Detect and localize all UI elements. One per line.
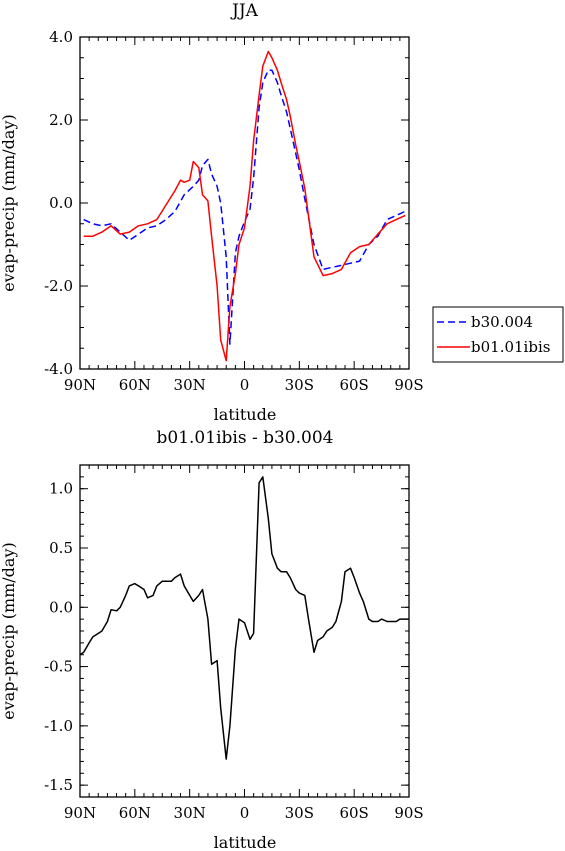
y-tick-label: -1.0 (44, 717, 73, 735)
top-chart-ylabel: evap-precip (mm/day) (0, 114, 18, 292)
x-tick-label: 90N (64, 804, 96, 822)
x-tick-label: 90S (394, 376, 423, 394)
y-tick-label: -2.0 (44, 277, 73, 295)
series-line-difference (79, 476, 409, 760)
y-tick-label: 0.0 (49, 598, 73, 616)
x-tick-label: 60S (339, 804, 368, 822)
bottom-chart-series (79, 476, 409, 760)
x-tick-label: 90N (64, 376, 96, 394)
y-tick-label: -4.0 (44, 360, 73, 378)
x-tick-label: 0 (240, 804, 250, 822)
x-tick-label: 60N (119, 376, 151, 394)
y-tick-label: 0.5 (49, 539, 73, 557)
series-line-b30-004 (83, 69, 406, 345)
x-tick-label: 90S (394, 804, 423, 822)
x-tick-label: 60N (119, 804, 151, 822)
legend-label-b30-004: b30.004 (471, 313, 533, 331)
top-chart-frame (79, 36, 410, 370)
bottom-chart-title: b01.01ibis - b30.004 (157, 428, 334, 448)
top-panel: JJA 90N 60N 30N 0 30S 60S 90S 4.0 2.0 0.0 -2.0 -4.0… (0, 1, 564, 424)
legend-box (432, 306, 564, 363)
x-tick-label: 30N (174, 804, 206, 822)
bottom-panel: b01.01ibis - b30.004 90N 60N 30N 0 30S 60S 90S… (0, 428, 424, 851)
x-tick-label: 30S (285, 376, 314, 394)
bottom-chart-ylabel: evap-precip (mm/day) (0, 542, 18, 720)
y-tick-label: 2.0 (49, 111, 73, 129)
series-line-b01-01ibis (83, 50, 406, 362)
x-tick-label: 0 (240, 376, 250, 394)
bottom-chart-frame (79, 464, 410, 798)
top-chart-ticks: 90N 60N 30N 0 30S 60S 90S 4.0 2.0 0.0 -2.0 -4.0 (44, 28, 424, 394)
y-tick-label: 0.0 (49, 194, 73, 212)
legend: b30.004 b01.01ibis (432, 306, 564, 363)
top-chart-xlabel: latitude (214, 405, 277, 424)
y-tick-label: -0.5 (44, 658, 73, 676)
bottom-chart-xlabel: latitude (214, 833, 277, 851)
x-tick-label: 30S (285, 804, 314, 822)
x-tick-label: 60S (339, 376, 368, 394)
bottom-chart-ticks: 90N 60N 30N 0 30S 60S 90S 1.0 0.5 0.0 -0.5 -1.0 -1.5 (44, 464, 424, 822)
y-tick-label: -1.5 (44, 776, 73, 794)
y-tick-label: 1.0 (49, 480, 73, 498)
top-chart-title: JJA (230, 1, 259, 21)
top-chart-series (83, 50, 406, 362)
legend-label-b01-01ibis: b01.01ibis (471, 338, 550, 356)
x-tick-label: 30N (174, 376, 206, 394)
y-tick-label: 4.0 (49, 28, 73, 46)
